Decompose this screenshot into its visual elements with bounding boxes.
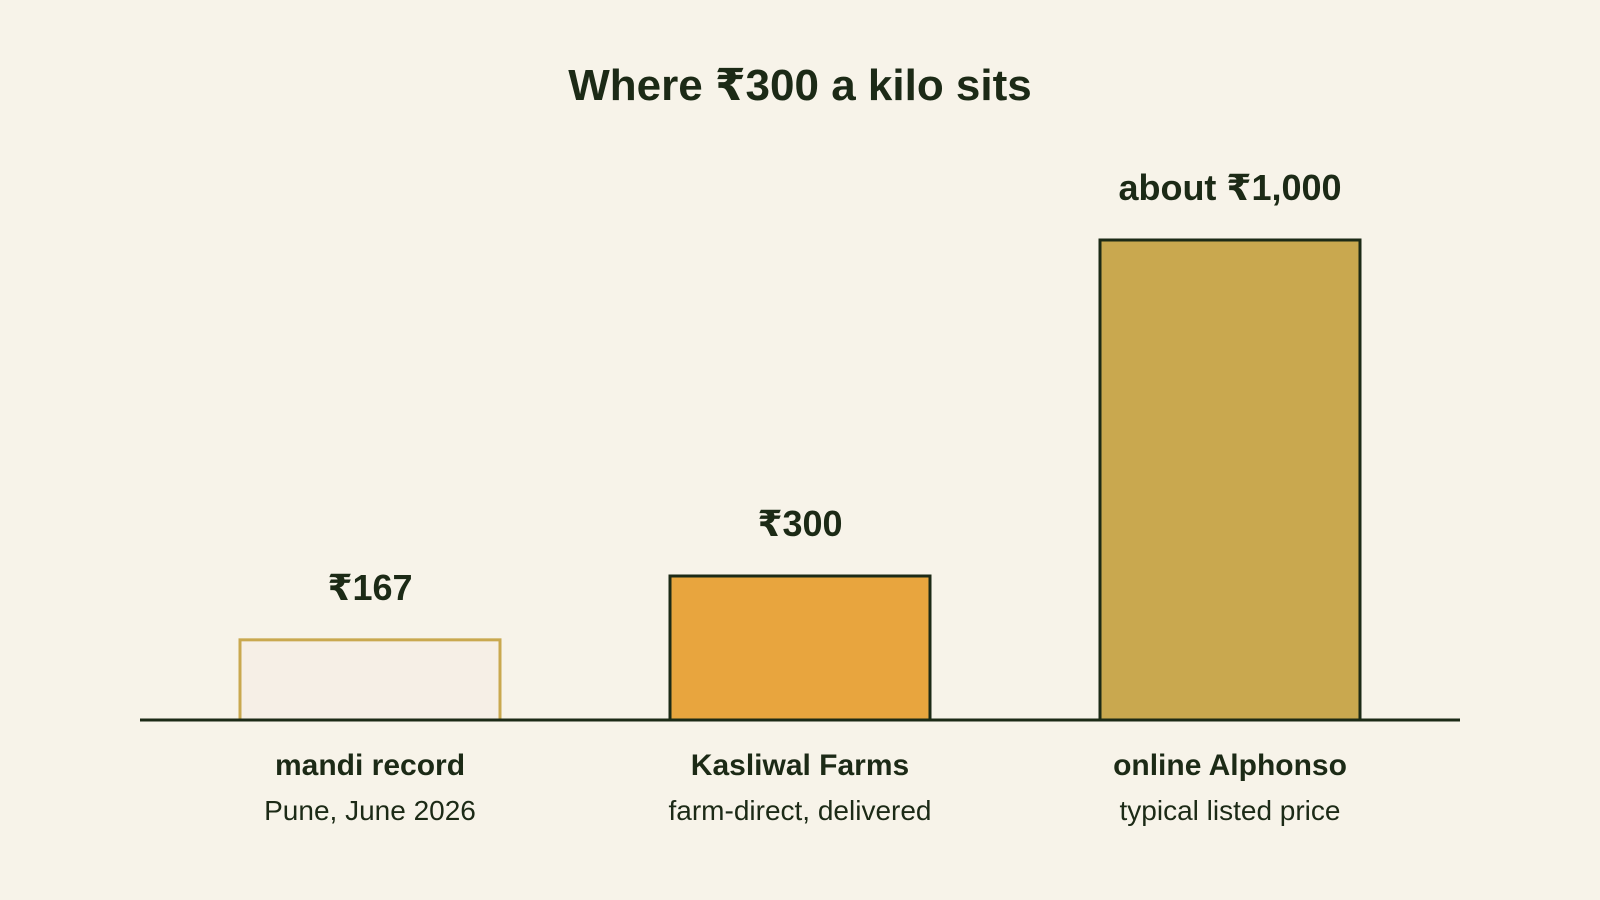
category-label-1: mandi record [275,749,465,782]
value-label-3: about ₹1,000 [1118,167,1341,208]
chart-title: Where ₹300 a kilo sits [568,61,1031,110]
category-label-3: online Alphonso [1113,749,1347,782]
labels-layer: ₹167 mandi record Pune, June 2026 ₹300 Kasli… [264,167,1347,826]
value-label-1: ₹167 [327,567,412,608]
bars-layer [238,238,1362,722]
category-label-2: Kasliwal Farms [691,749,909,782]
category-sublabel-2: farm-direct, delivered [669,795,932,826]
bar-2 [668,574,932,722]
category-sublabel-1: Pune, June 2026 [264,795,476,826]
bar-1 [238,638,502,722]
category-sublabel-3: typical listed price [1120,795,1341,826]
bar-3 [1098,238,1362,722]
value-label-2: ₹300 [757,503,842,544]
